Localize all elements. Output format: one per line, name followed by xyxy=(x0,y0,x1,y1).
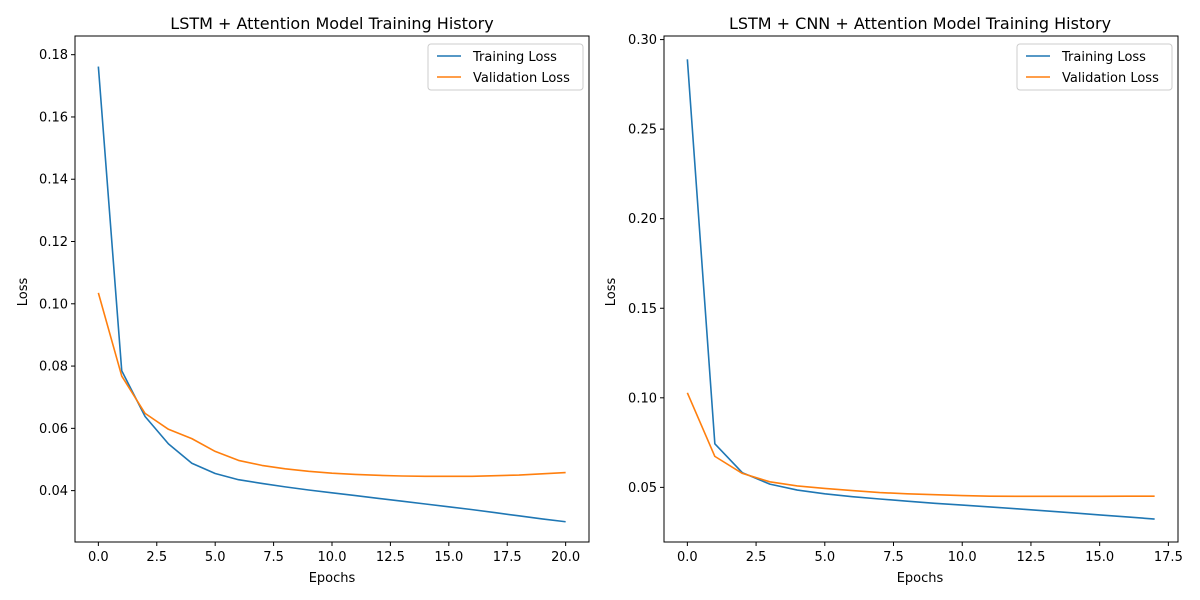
x-tick-label: 10.0 xyxy=(948,550,977,565)
x-tick-label: 5.0 xyxy=(814,550,835,565)
y-tick-label: 0.18 xyxy=(39,48,68,63)
legend: Training Loss Validation Loss xyxy=(427,43,584,91)
axes-frame xyxy=(663,35,1179,543)
x-tick-label: 20.0 xyxy=(551,550,580,565)
x-tick-label: 0.0 xyxy=(677,550,698,565)
y-tick-label: 0.05 xyxy=(628,481,657,496)
x-tick-label: 12.5 xyxy=(376,550,405,565)
x-tick-label: 5.0 xyxy=(205,550,226,565)
x-tick-label: 17.5 xyxy=(1154,550,1183,565)
legend-label-training-loss: Training Loss xyxy=(1061,50,1146,65)
legend: Training Loss Validation Loss xyxy=(1016,43,1173,91)
x-axis-label: Epochs xyxy=(309,571,356,586)
y-tick-label: 0.14 xyxy=(39,173,68,188)
x-tick-label: 2.5 xyxy=(146,550,167,565)
y-tick-label: 0.12 xyxy=(39,235,68,250)
y-tick-label: 0.08 xyxy=(39,360,68,375)
y-tick-label: 0.25 xyxy=(628,123,657,138)
x-tick-label: 2.5 xyxy=(746,550,767,565)
series-line-validation-loss xyxy=(97,292,566,478)
series-line-validation-loss xyxy=(686,392,1155,498)
x-tick-label: 10.0 xyxy=(318,550,347,565)
y-tick-label: 0.30 xyxy=(628,33,657,48)
legend-frame xyxy=(427,43,584,91)
x-axis-label: Epochs xyxy=(897,571,944,586)
plot-title: LSTM + Attention Model Training History xyxy=(170,14,493,33)
plot-title: LSTM + CNN + Attention Model Training Hi… xyxy=(729,14,1111,33)
legend-frame xyxy=(1016,43,1173,91)
x-tick-label: 15.0 xyxy=(1085,550,1114,565)
lstm-cnn-attention-plot: LSTM + CNN + Attention Model Training Hi… xyxy=(604,14,1183,586)
y-axis-label: Loss xyxy=(16,278,31,307)
y-axis-label: Loss xyxy=(604,278,619,307)
series-line-training-loss xyxy=(686,59,1155,520)
x-tick-label: 0.0 xyxy=(88,550,109,565)
y-tick-label: 0.10 xyxy=(628,391,657,406)
x-tick-label: 7.5 xyxy=(883,550,904,565)
x-tick-label: 12.5 xyxy=(1016,550,1045,565)
lstm-attention-plot: LSTM + Attention Model Training History … xyxy=(16,14,590,586)
series-line-training-loss xyxy=(97,66,566,523)
y-tick-label: 0.20 xyxy=(628,212,657,227)
legend-label-validation-loss: Validation Loss xyxy=(473,71,570,86)
legend-label-training-loss: Training Loss xyxy=(472,50,557,65)
y-tick-label: 0.04 xyxy=(39,484,68,499)
plot-area: 0.0 2.5 5.0 7.5 10.0 12.5 15.0 17.5 20.0 0.04 0.06… xyxy=(39,35,590,565)
plot-area: 0.0 2.5 5.0 7.5 10.0 12.5 15.0 17.5 0.05 0.10 0.15… xyxy=(628,33,1183,565)
x-tick-label: 7.5 xyxy=(263,550,284,565)
y-tick-label: 0.06 xyxy=(39,422,68,437)
legend-label-validation-loss: Validation Loss xyxy=(1062,71,1159,86)
y-tick-label: 0.16 xyxy=(39,110,68,125)
x-tick-label: 15.0 xyxy=(434,550,463,565)
x-tick-label: 17.5 xyxy=(493,550,522,565)
y-tick-label: 0.15 xyxy=(628,302,657,317)
y-tick-label: 0.10 xyxy=(39,297,68,312)
